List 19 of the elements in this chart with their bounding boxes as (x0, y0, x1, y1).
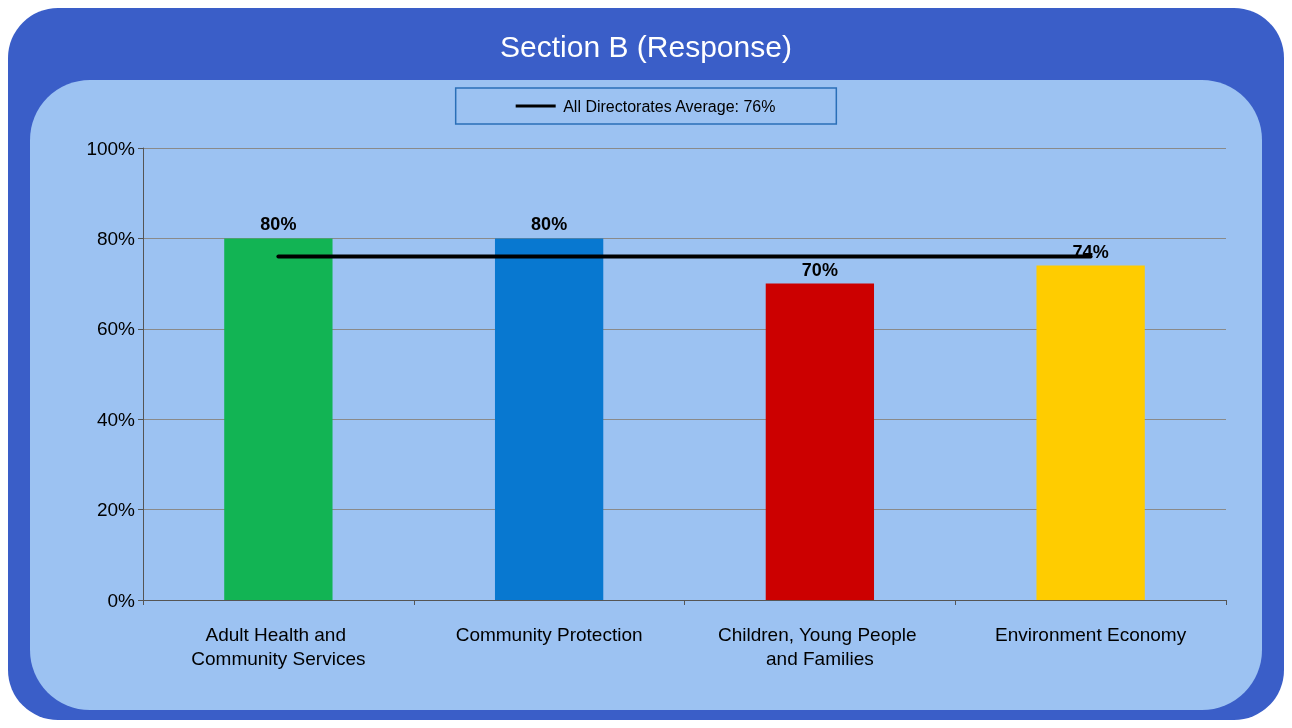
bar (765, 283, 875, 600)
y-tick-label: 100% (86, 137, 136, 159)
bar (224, 238, 333, 600)
x-tick-label: Environment Economy (995, 623, 1187, 645)
x-tick-label: Community Protection (455, 623, 643, 645)
y-tick-label: 60% (96, 318, 136, 340)
data-label: 80% (531, 214, 568, 235)
y-tick-label: 0% (107, 589, 136, 611)
legend-label: All Directorates Average: 76% (563, 97, 776, 115)
x-tick-label: Adult Health and Community Services (191, 623, 366, 669)
x-tick-label: Children, Young People and Families (717, 623, 922, 669)
y-tick-label: 20% (96, 499, 136, 521)
bar (494, 238, 604, 600)
data-label: 70% (801, 259, 838, 280)
y-tick-label: 40% (96, 408, 136, 430)
chart-title: Section B (Response) (500, 29, 792, 63)
y-tick-label: 80% (96, 227, 136, 249)
bar (1036, 265, 1145, 600)
data-label: 80% (260, 214, 297, 235)
